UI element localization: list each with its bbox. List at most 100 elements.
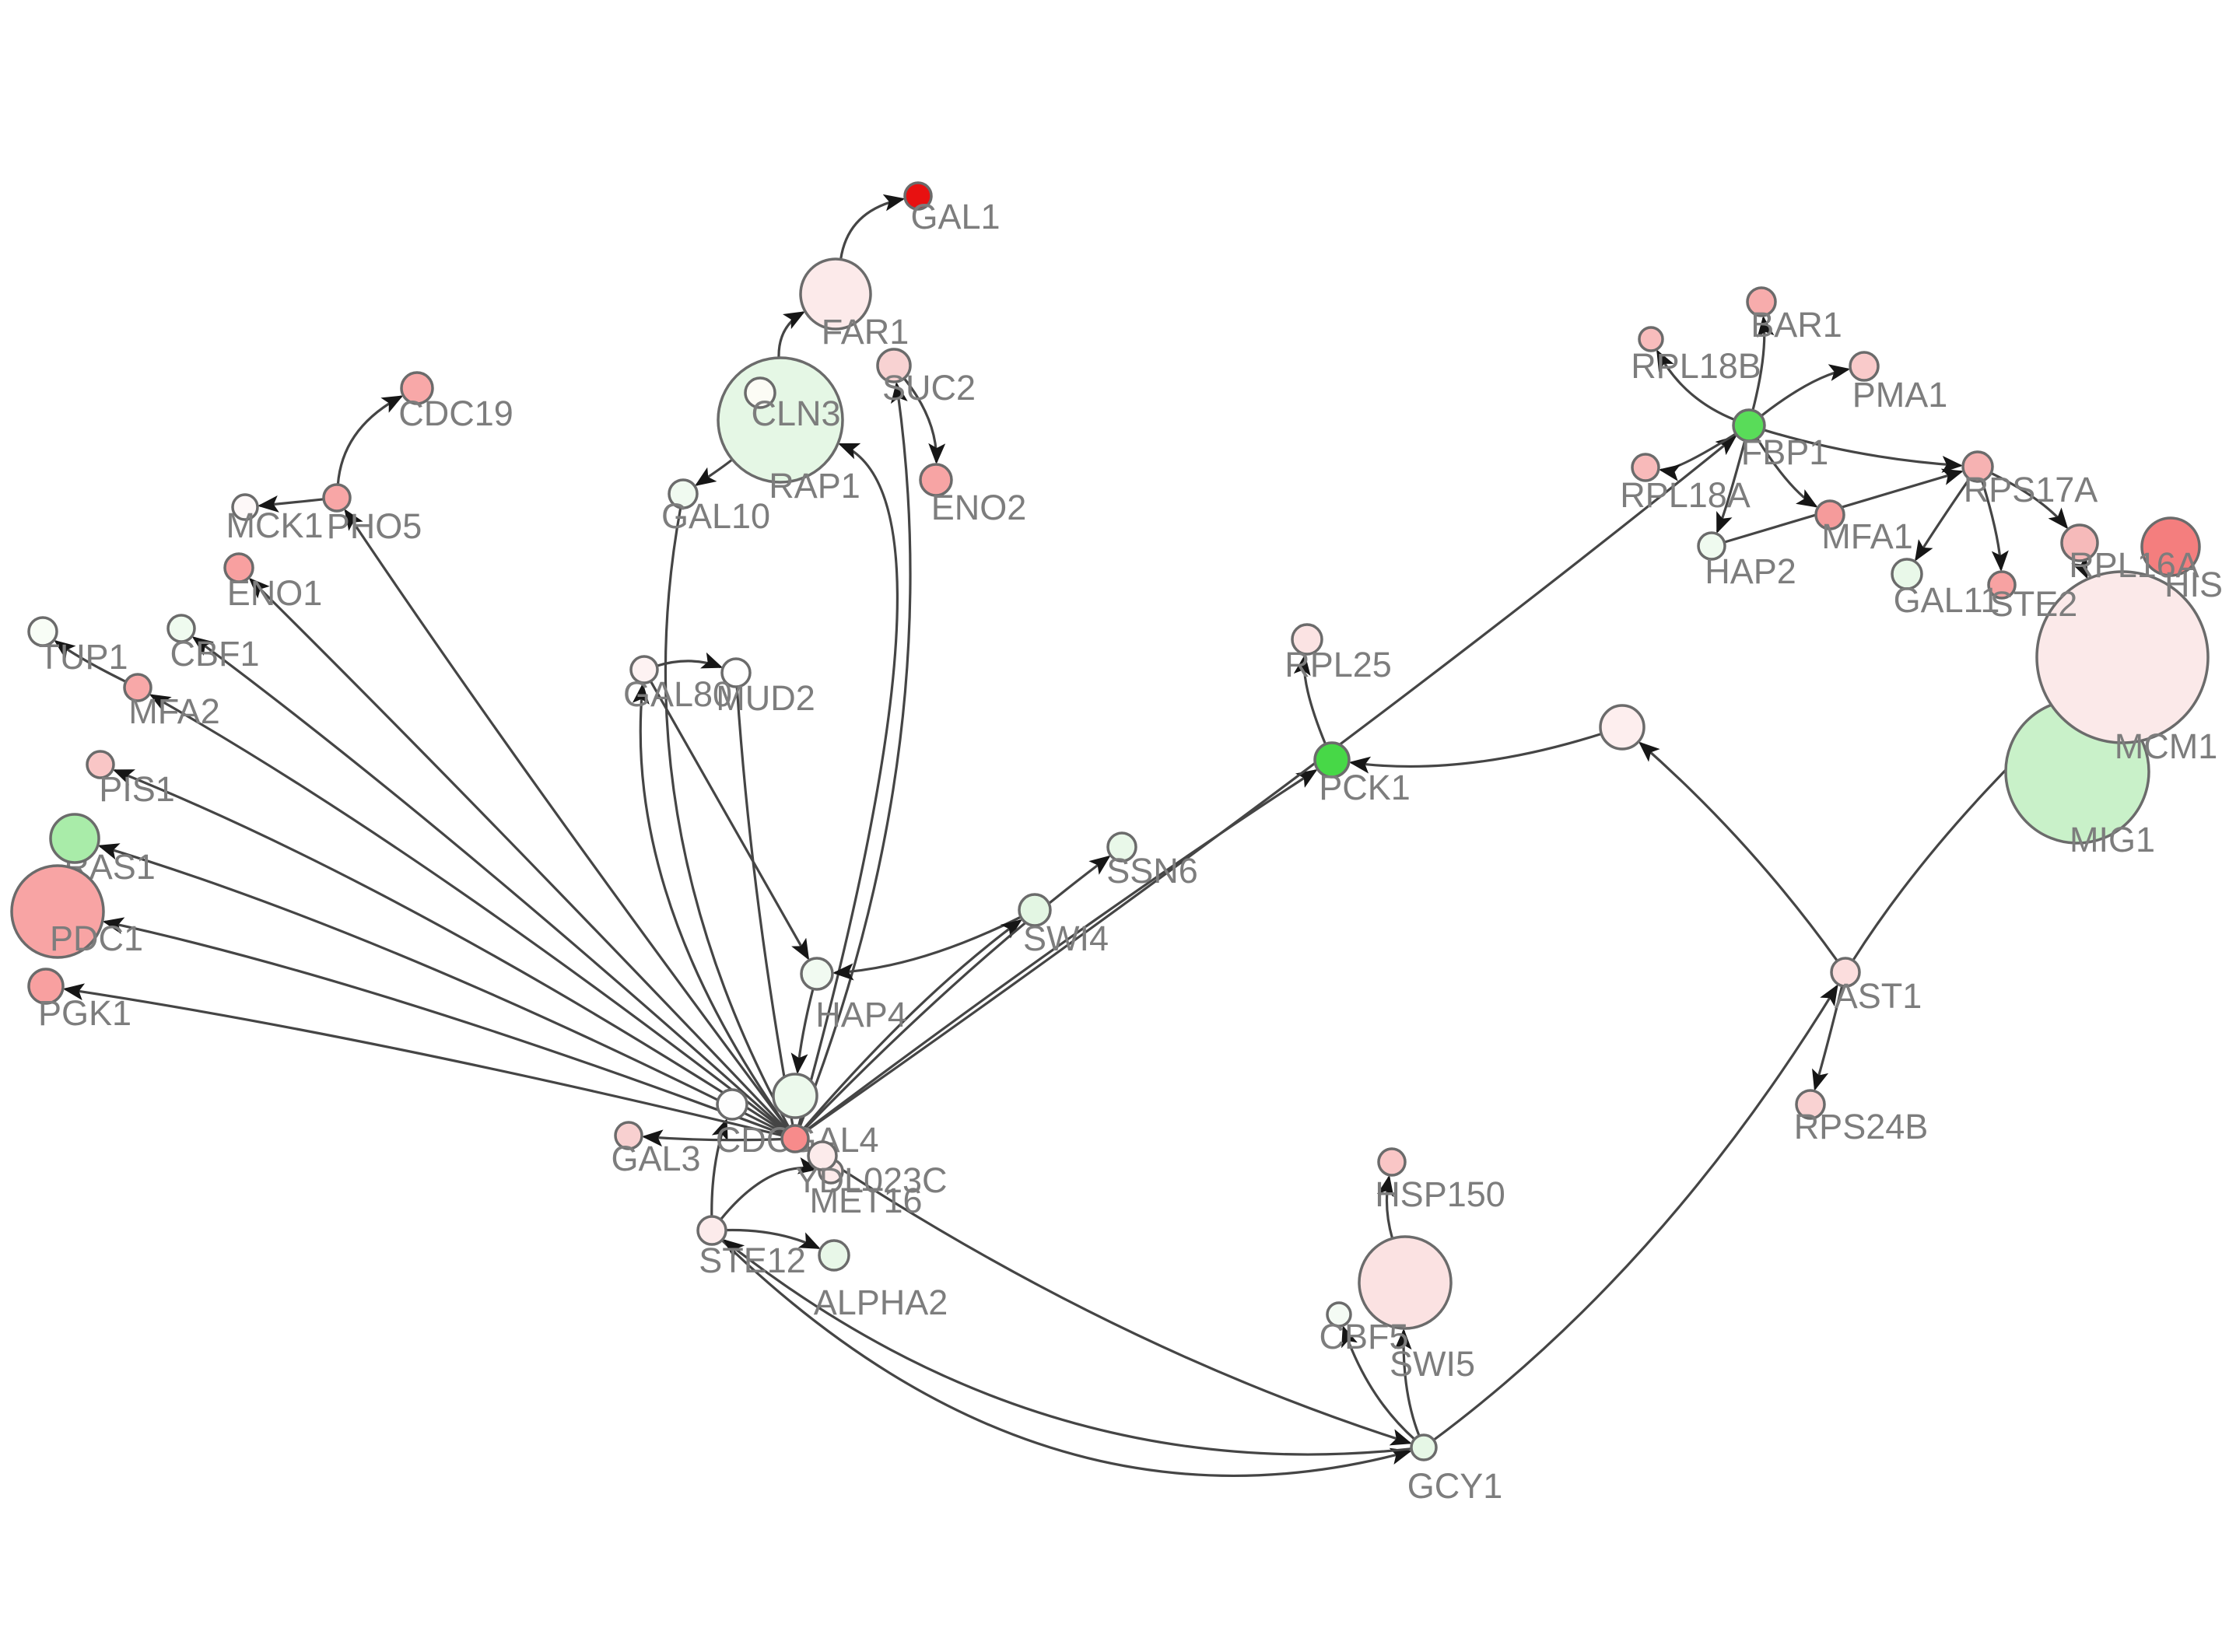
- edge-rap1-far1[interactable]: [777, 311, 805, 359]
- edge-gal4-gal80[interactable]: [632, 682, 789, 1129]
- edge-gal4-gcy1[interactable]: [805, 1145, 1412, 1446]
- edge-ste12-gcy1[interactable]: [720, 1239, 1412, 1478]
- edge-gal4-ssn6[interactable]: [803, 855, 1111, 1130]
- edge-gal4-suc2[interactable]: [798, 381, 912, 1127]
- edge-gal4-mfa2[interactable]: [149, 694, 786, 1132]
- node-hap4[interactable]: [800, 957, 834, 991]
- node-swi5[interactable]: [1358, 1235, 1453, 1330]
- edge-gal4-pho5[interactable]: [344, 509, 789, 1129]
- edge-gal4-pis1[interactable]: [112, 769, 785, 1133]
- node-far1[interactable]: [799, 257, 872, 331]
- node-swi4[interactable]: [1018, 893, 1052, 927]
- edge-pck1-rpl25[interactable]: [1293, 653, 1327, 745]
- node-gal11[interactable]: [1891, 558, 1923, 590]
- node-rpl16a[interactable]: [2060, 523, 2099, 562]
- edge-gal4-eno1[interactable]: [248, 577, 787, 1130]
- edge-suc2-eno2[interactable]: [902, 377, 946, 464]
- node-rps24b[interactable]: [1795, 1089, 1826, 1120]
- node-mcm1[interactable]: [2035, 570, 2210, 744]
- edge-gcy1-cbf5[interactable]: [1341, 1325, 1416, 1440]
- edge-gal80-hap4[interactable]: [649, 681, 810, 961]
- node-mck1[interactable]: [231, 493, 259, 521]
- edge-mud2-gal4[interactable]: [735, 686, 794, 1126]
- edge-gal4-pck1[interactable]: [804, 768, 1318, 1132]
- node-tup1[interactable]: [27, 616, 58, 647]
- node-suc2[interactable]: [876, 348, 912, 383]
- edge-gcy1-ast1[interactable]: [1432, 984, 1838, 1441]
- node-hsp150[interactable]: [1377, 1147, 1407, 1177]
- edge-fbp1-pma1[interactable]: [1760, 364, 1851, 417]
- node-cbf1[interactable]: [166, 614, 196, 643]
- node-gal3[interactable]: [614, 1121, 643, 1150]
- node-ssn6[interactable]: [1106, 831, 1137, 863]
- node-pma1[interactable]: [1849, 351, 1880, 382]
- node-ydl023c[interactable]: [807, 1140, 838, 1171]
- edge-far1-gal1[interactable]: [839, 194, 906, 260]
- node-gal1[interactable]: [903, 181, 933, 211]
- edge-gal4-pdc1[interactable]: [102, 917, 783, 1136]
- edge-pho5-mck1[interactable]: [257, 495, 324, 513]
- edge-hap2-rps17a[interactable]: [1723, 468, 1964, 544]
- edge-pho5-cdc19[interactable]: [336, 395, 404, 485]
- node-pdc1[interactable]: [10, 864, 105, 959]
- node-ras1[interactable]: [49, 813, 100, 864]
- node-eno1[interactable]: [223, 552, 254, 583]
- node-pck1[interactable]: [1313, 741, 1351, 779]
- node-ste2[interactable]: [1987, 570, 2017, 600]
- edge-fbp1-hap2[interactable]: [1716, 439, 1747, 534]
- node-green1[interactable]: [772, 1073, 818, 1119]
- edge-gal4-gal3[interactable]: [641, 1129, 783, 1147]
- edge-rps17a-rpl16a[interactable]: [1990, 471, 2069, 530]
- node-gal4[interactable]: [780, 1124, 810, 1153]
- edge-gal4-fbp1[interactable]: [804, 435, 1737, 1132]
- edge-hap4-green1[interactable]: [790, 989, 815, 1075]
- node-cln3[interactable]: [744, 376, 776, 409]
- edge-fbp1-mfa1[interactable]: [1756, 438, 1818, 508]
- node-alpha2[interactable]: [818, 1239, 850, 1272]
- edge-rps17a-ste2[interactable]: [1981, 480, 2009, 572]
- edge-ste12-met16[interactable]: [720, 1157, 820, 1221]
- edge-gal80-mud2[interactable]: [656, 652, 724, 669]
- node-gcy1[interactable]: [1410, 1433, 1438, 1461]
- edge-gal10-gal4[interactable]: [664, 507, 790, 1128]
- node-gal10[interactable]: [668, 478, 699, 509]
- node-ast1[interactable]: [1830, 957, 1861, 988]
- node-fbp1[interactable]: [1732, 408, 1766, 443]
- edge-fbp1-rpl18b[interactable]: [1656, 349, 1735, 422]
- edge-rap1-gal10[interactable]: [694, 458, 734, 486]
- node-node_x[interactable]: [1599, 704, 1645, 751]
- node-pgk1[interactable]: [27, 968, 65, 1005]
- node-rpl18b[interactable]: [1638, 326, 1664, 352]
- node-gal80[interactable]: [629, 655, 659, 684]
- edge-rps17a-gal11[interactable]: [1915, 478, 1971, 562]
- edge-gcy1-swi5[interactable]: [1394, 1328, 1421, 1437]
- node-his4[interactable]: [2140, 516, 2201, 577]
- edge-ste12-cdc6[interactable]: [710, 1118, 728, 1217]
- edge-ast1-node_x[interactable]: [1638, 741, 1838, 962]
- edge-gal4-pgk1[interactable]: [62, 983, 783, 1137]
- node-rpl18a[interactable]: [1631, 453, 1660, 482]
- node-hap2[interactable]: [1697, 531, 1726, 561]
- node-rpl25[interactable]: [1291, 623, 1323, 656]
- node-pis1[interactable]: [86, 750, 115, 779]
- edge-node_x-pck1[interactable]: [1348, 732, 1602, 774]
- edge-ste12-alpha2[interactable]: [725, 1228, 821, 1250]
- node-ste12[interactable]: [696, 1215, 727, 1246]
- node-mud2[interactable]: [720, 657, 752, 688]
- edge-mfa2-tup1[interactable]: [54, 639, 127, 683]
- edge-gal4-swi4[interactable]: [802, 919, 1022, 1130]
- node-rps17a[interactable]: [1961, 450, 1994, 483]
- edge-gcy1-ste12[interactable]: [723, 1239, 1412, 1456]
- node-mfa2[interactable]: [123, 673, 152, 702]
- node-cbf5[interactable]: [1326, 1301, 1352, 1328]
- edge-gal4-cbf1[interactable]: [191, 636, 787, 1131]
- edge-swi5-hsp150[interactable]: [1377, 1174, 1394, 1239]
- edge-rpl16a-mcm1[interactable]: [2071, 556, 2088, 579]
- node-eno2[interactable]: [919, 463, 953, 497]
- edge-fbp1-rps17a[interactable]: [1763, 429, 1963, 473]
- node-mfa1[interactable]: [1814, 499, 1845, 530]
- edge-ast1-rps24b[interactable]: [1812, 985, 1844, 1091]
- edge-swi4-hap4[interactable]: [832, 915, 1022, 981]
